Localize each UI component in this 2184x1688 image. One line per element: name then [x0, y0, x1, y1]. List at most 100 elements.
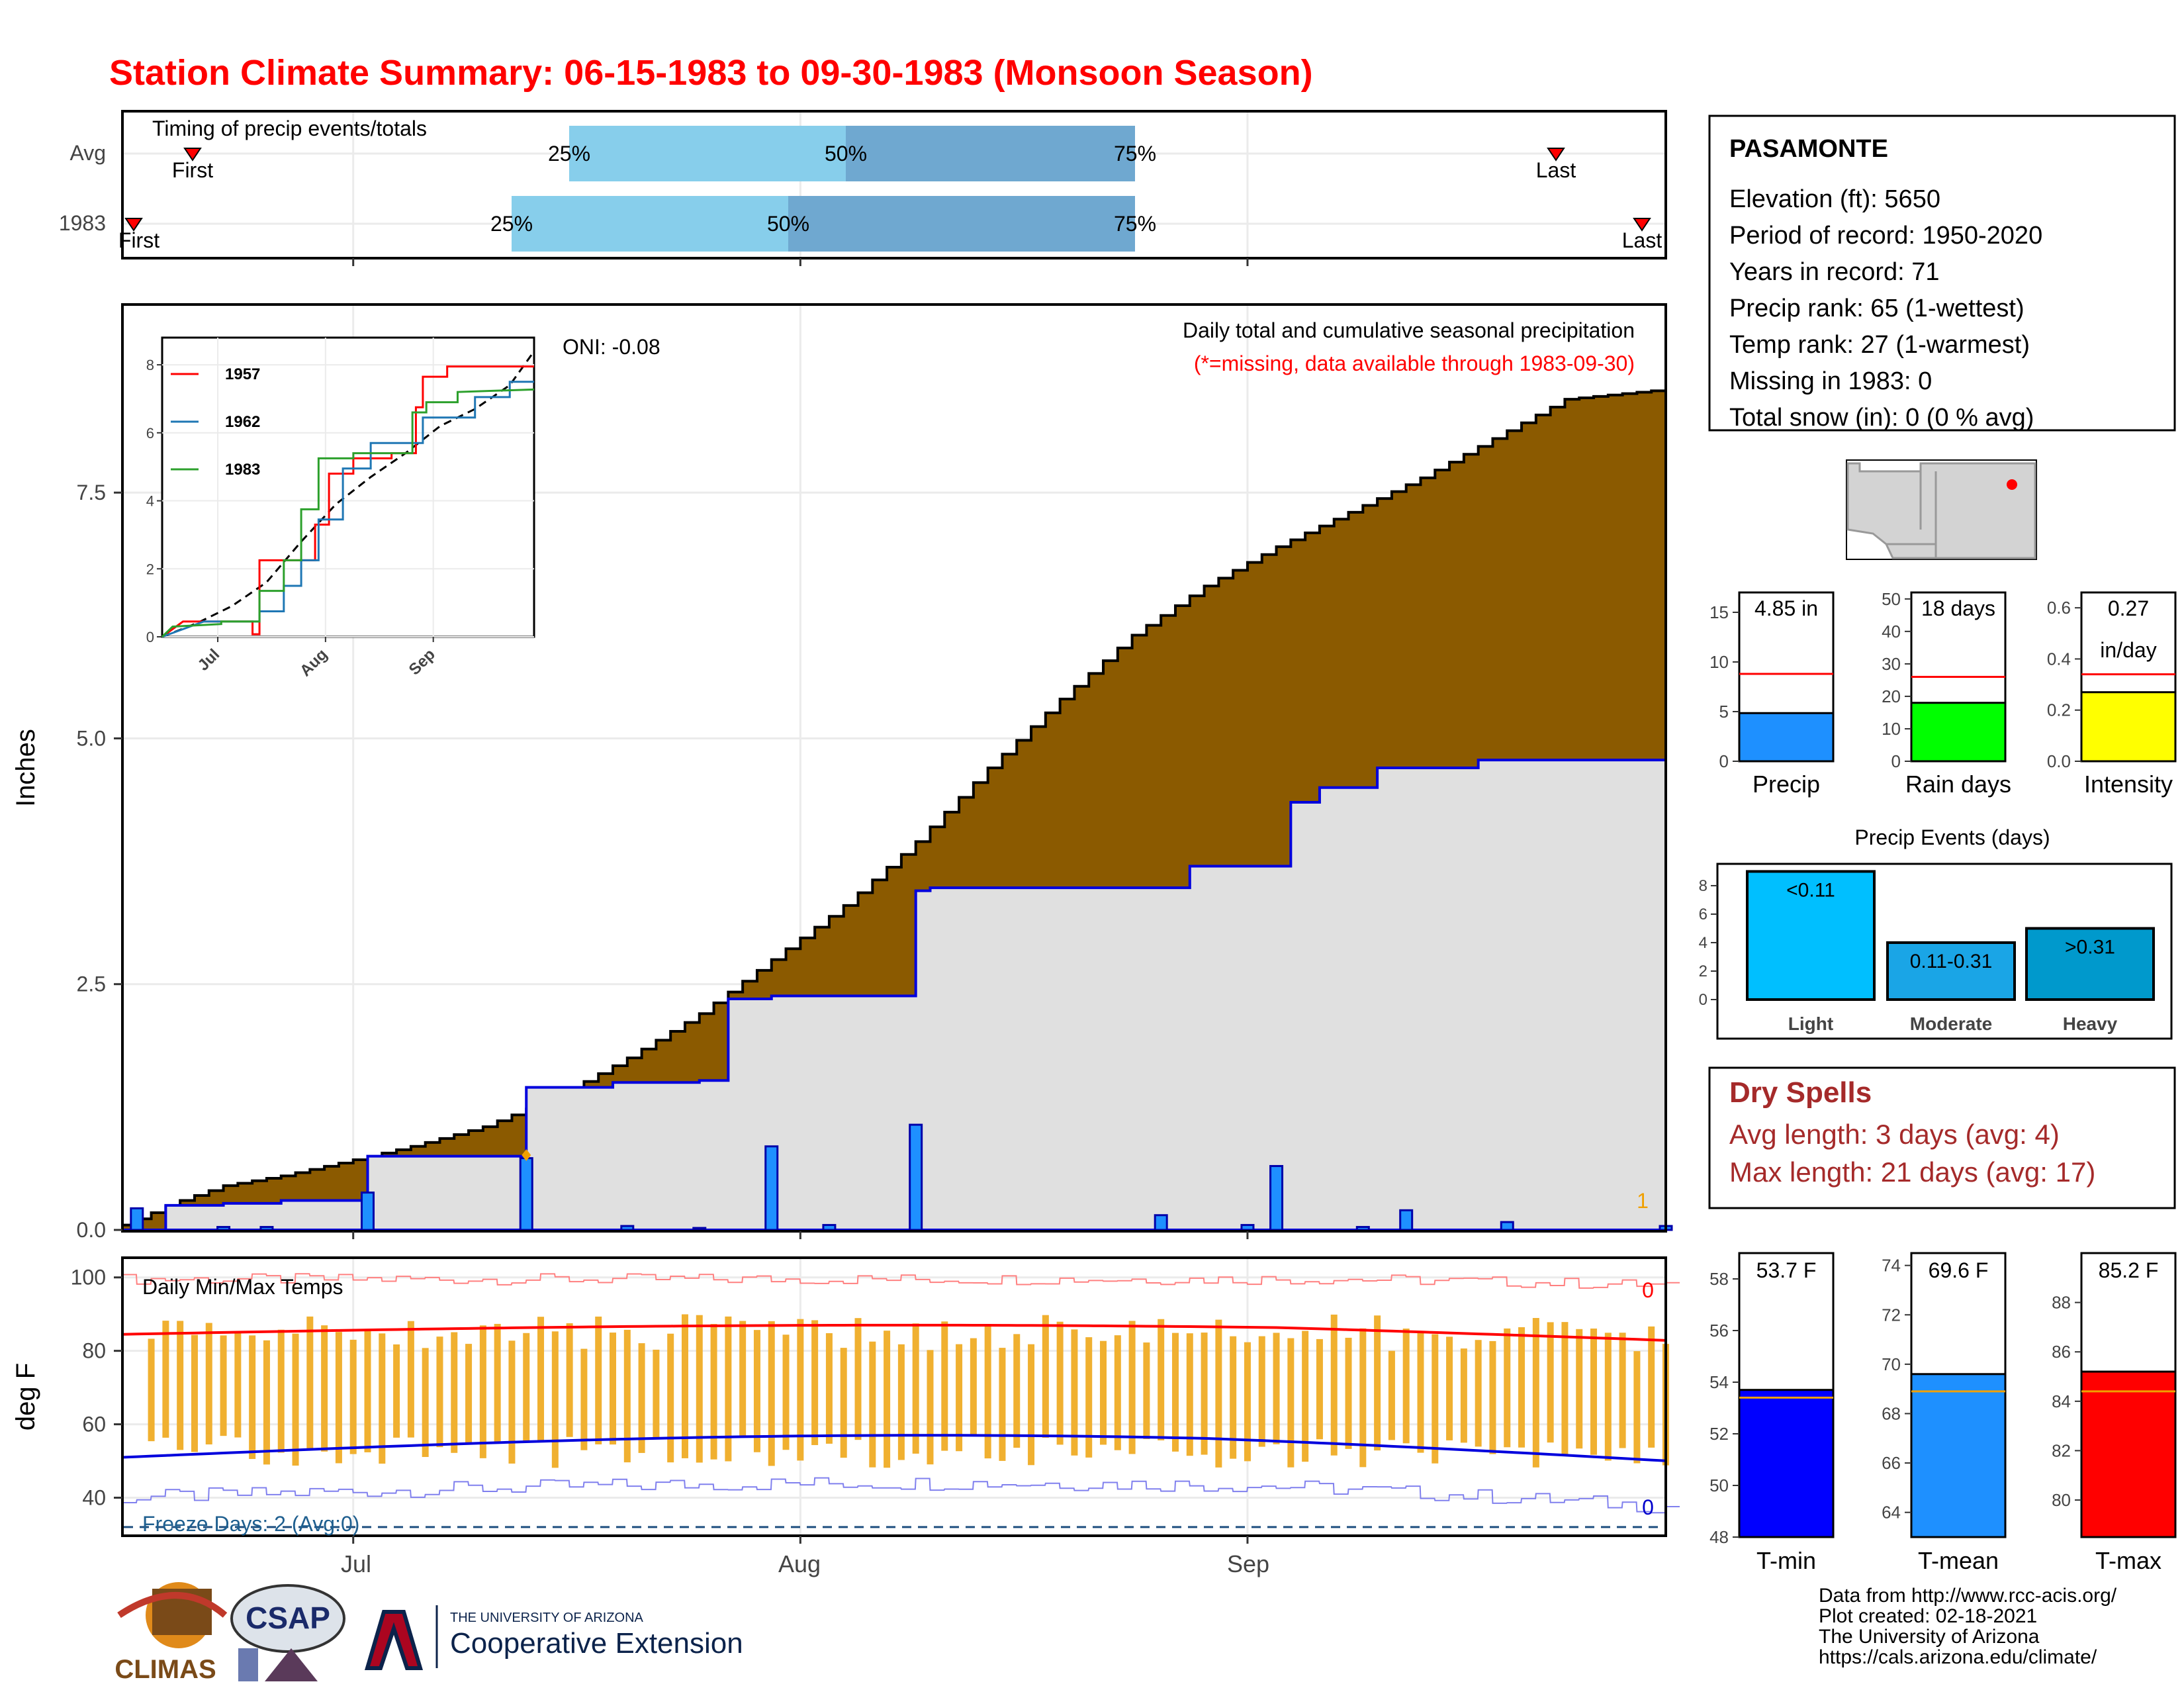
daily-temp-bar — [1330, 1314, 1338, 1456]
daily-temp-bar — [653, 1349, 660, 1438]
events-y-tick-label: 4 — [1699, 934, 1707, 952]
daily-temp-bar — [162, 1321, 169, 1438]
daily-temp-bar — [436, 1336, 443, 1448]
daily-temp-bar — [321, 1325, 328, 1452]
events-title: Precip Events (days) — [1854, 825, 2050, 849]
year-quartile-bar-low — [512, 196, 788, 252]
daily-temp-bar — [205, 1323, 212, 1445]
events-y-tick-label: 0 — [1699, 991, 1707, 1009]
daily-temp-bar — [191, 1335, 198, 1452]
daily-temp-bar — [1402, 1329, 1410, 1444]
daily-precip-bar — [909, 1123, 923, 1231]
daily-temp-bar — [970, 1338, 977, 1436]
daily-temp-bar — [551, 1331, 559, 1468]
daily-temp-bar — [1417, 1332, 1424, 1453]
station-line: Precip rank: 65 (1-wettest) — [1729, 295, 2025, 322]
temps-label: Daily Min/Max Temps — [142, 1275, 343, 1299]
daily-temp-bar — [451, 1332, 458, 1453]
temp-summary-t-mean: 69.6 F T-mean 64 66 68 70 72 74 — [1882, 1252, 2007, 1574]
daily-temp-bar — [1013, 1334, 1021, 1448]
daily-precip-bar — [519, 1157, 533, 1231]
temp-y-tick-label: 88 — [2052, 1293, 2071, 1313]
credit-line: The University of Arizona — [1819, 1626, 2040, 1648]
event-bar-light — [1746, 870, 1876, 1002]
university-of-arizona-logo: THE UNIVERSITY OF ARIZONA Cooperative Ex… — [364, 1605, 743, 1670]
daily-temp-bar — [1273, 1333, 1280, 1444]
missing-day-marker — [522, 1149, 531, 1161]
daily-temp-bar — [1244, 1342, 1251, 1462]
daily-temp-bar — [1042, 1315, 1049, 1438]
daily-temp-bar — [1590, 1328, 1598, 1455]
summary-y-tick-label: 5 — [1719, 702, 1729, 722]
daily-precip-bar — [1240, 1224, 1255, 1231]
temp-value-text: 85.2 F — [2099, 1258, 2159, 1282]
record-min-line — [122, 1477, 1680, 1514]
daily-temp-bar — [1056, 1321, 1064, 1445]
missing-note: (*=missing, data available through 1983-… — [1194, 352, 1635, 375]
ylabel-inches: Inches — [11, 729, 40, 807]
inset-legend-label: 1957 — [225, 365, 260, 383]
daily-temp-bar — [1432, 1334, 1439, 1464]
daily-temp-bar — [508, 1340, 516, 1464]
year-p25-label: 25% — [490, 212, 533, 236]
temperature-panel: Daily Min/Max Temps deg F Freeze Days: 2… — [11, 1256, 1680, 1577]
avg-p50-label: 50% — [825, 142, 867, 165]
daily-temp-bar — [1359, 1328, 1367, 1468]
timing-label: Timing of precip events/totals — [152, 117, 427, 140]
event-bar-label: Heavy — [2063, 1013, 2118, 1034]
inset-y-tick-label: 4 — [146, 493, 154, 510]
daily-temp-bar — [523, 1333, 530, 1443]
summary-y-tick-label: 0.6 — [2047, 598, 2071, 618]
summary-value-bar — [1738, 712, 1835, 763]
summary-bar-label: Intensity — [2084, 771, 2173, 798]
y-tick-label: 5.0 — [77, 726, 106, 750]
daily-temp-bar — [840, 1348, 847, 1458]
daily-temp-bar — [537, 1317, 545, 1441]
daily-temp-bar — [566, 1323, 573, 1437]
daily-temp-bar — [349, 1339, 357, 1454]
temp-value-text: 69.6 F — [1929, 1258, 1989, 1282]
daily-temp-bar — [1201, 1333, 1208, 1455]
temp-bar-label: T-min — [1756, 1547, 1816, 1574]
timing-panel: Timing of precip events/totals Avg 1983 … — [59, 110, 1667, 266]
daily-temp-bar — [1215, 1319, 1222, 1468]
daily-temp-bar — [407, 1321, 414, 1438]
inset-series-1962 — [161, 381, 534, 638]
temp-bar-label: T-max — [2095, 1547, 2161, 1574]
summary-bar-label: Rain days — [1905, 771, 2011, 798]
daily-temp-bar — [768, 1321, 775, 1466]
min-record-count: 0 — [1642, 1495, 1654, 1519]
daily-temp-bar — [1143, 1342, 1150, 1439]
credit-line: https://cals.arizona.edu/climate/ — [1819, 1646, 2097, 1668]
year-first-label: First — [118, 228, 159, 252]
year-p50-label: 50% — [767, 212, 809, 236]
page-title: Station Climate Summary: 06-15-1983 to 0… — [109, 53, 1313, 93]
daily-temp-bar — [1374, 1315, 1381, 1451]
inset-legend-label: 1962 — [225, 413, 260, 431]
daily-temp-bar — [220, 1335, 227, 1436]
summary-y-tick-label: 50 — [1882, 589, 1901, 609]
timing-row-label-year: 1983 — [59, 211, 106, 235]
daily-temp-bar — [1258, 1336, 1265, 1447]
daily-temp-bar — [364, 1330, 371, 1452]
daily-temp-bar — [956, 1344, 963, 1452]
daily-temp-bar — [1547, 1322, 1554, 1443]
daily-temp-bar — [177, 1321, 184, 1450]
summary-value-text: 0.27 — [2108, 596, 2149, 620]
temp-y-tick-label: 100 — [71, 1266, 106, 1289]
year-quartile-bar-high — [788, 196, 1135, 252]
summary-y-tick-label: 0 — [1719, 751, 1729, 771]
temp-y-tick-label: 56 — [1709, 1321, 1729, 1340]
temp-value-bar — [2080, 1370, 2177, 1538]
daily-temp-bar — [234, 1333, 242, 1438]
station-line: Total snow (in): 0 (0 % avg) — [1729, 404, 2034, 432]
station-line: Period of record: 1950-2020 — [1729, 222, 2042, 250]
summary-bar-intensity: 0.27 in/day Intensity 0.0 0.2 0.4 0.6 — [2047, 591, 2177, 798]
event-bar-heavy — [2025, 927, 2155, 1002]
summary-value-text: 4.85 in — [1754, 596, 1818, 620]
temp-y-tick-label: 66 — [1882, 1453, 1901, 1473]
daily-temp-bar — [1633, 1351, 1641, 1464]
dry-avg-length: Avg length: 3 days (avg: 4) — [1729, 1119, 2060, 1150]
